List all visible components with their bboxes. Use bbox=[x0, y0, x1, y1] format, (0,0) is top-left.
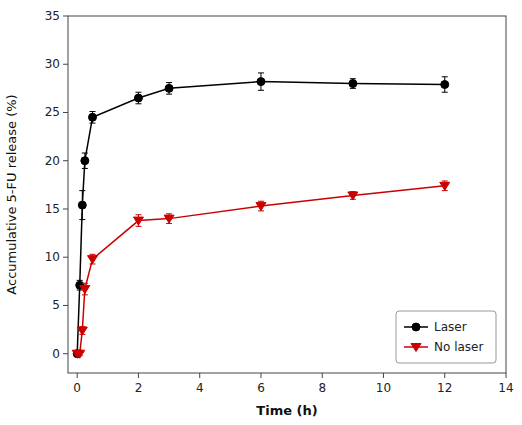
error-cap bbox=[82, 153, 88, 154]
y-tick-label: 5 bbox=[52, 298, 60, 312]
x-tick bbox=[138, 373, 139, 378]
y-tick bbox=[63, 257, 68, 258]
point bbox=[440, 182, 450, 190]
error-cap bbox=[258, 72, 264, 73]
y-tick bbox=[63, 16, 68, 17]
error-cap bbox=[166, 213, 172, 214]
legend-label: Laser bbox=[434, 320, 467, 334]
point bbox=[441, 81, 449, 89]
point bbox=[78, 201, 86, 209]
error-cap bbox=[258, 201, 264, 202]
x-tick bbox=[444, 373, 445, 378]
point bbox=[88, 256, 98, 264]
error-cap bbox=[135, 214, 141, 215]
error-bar bbox=[442, 77, 448, 92]
error-bar bbox=[258, 73, 264, 90]
error-bar bbox=[79, 191, 85, 220]
y-tick-label: 15 bbox=[45, 202, 60, 216]
series-line bbox=[77, 186, 445, 354]
series-line bbox=[77, 82, 445, 354]
point bbox=[133, 217, 143, 225]
error-bar bbox=[135, 92, 141, 104]
error-cap bbox=[90, 123, 96, 124]
error-cap bbox=[90, 254, 96, 255]
error-bar bbox=[90, 112, 96, 124]
error-cap bbox=[79, 219, 85, 220]
x-tick bbox=[383, 373, 384, 378]
y-tick bbox=[63, 208, 68, 209]
point bbox=[81, 157, 89, 165]
error-cap bbox=[442, 180, 448, 181]
point bbox=[164, 215, 174, 223]
error-bar bbox=[82, 153, 88, 168]
error-cap bbox=[82, 283, 88, 284]
y-tick bbox=[63, 160, 68, 161]
chart: 0 2 4 6 8 10 12 14 0 5 10 15 20 25 30 35 Time (h) Accumul… bbox=[0, 0, 522, 425]
error-cap bbox=[258, 90, 264, 91]
plot-frame bbox=[68, 16, 506, 373]
point bbox=[349, 80, 357, 88]
x-tick-label: 4 bbox=[196, 381, 204, 395]
y-tick bbox=[63, 64, 68, 65]
y-tick bbox=[63, 305, 68, 306]
x-tick bbox=[77, 373, 78, 378]
point bbox=[89, 113, 97, 121]
point bbox=[257, 78, 265, 86]
error-cap bbox=[90, 111, 96, 112]
plot-area bbox=[72, 73, 450, 358]
y-axis-label: Accumulative 5-FU release (%) bbox=[4, 94, 19, 294]
point bbox=[75, 350, 85, 358]
x-tick-label: 0 bbox=[73, 381, 81, 395]
x-tick-label: 12 bbox=[437, 381, 452, 395]
point bbox=[256, 203, 266, 211]
y-tick-label: 25 bbox=[45, 105, 60, 119]
error-cap bbox=[79, 190, 85, 191]
error-cap bbox=[166, 82, 172, 83]
x-tick-label: 14 bbox=[498, 381, 513, 395]
x-tick-label: 2 bbox=[135, 381, 143, 395]
legend-label: No laser bbox=[434, 340, 483, 354]
legend: Laser No laser bbox=[396, 311, 496, 363]
point bbox=[77, 327, 87, 335]
legend-box bbox=[396, 311, 496, 363]
x-tick bbox=[199, 373, 200, 378]
y-tick-label: 0 bbox=[52, 347, 60, 361]
point bbox=[348, 192, 358, 200]
x-tick bbox=[506, 373, 507, 378]
x-tick bbox=[322, 373, 323, 378]
x-axis-label: Time (h) bbox=[256, 403, 317, 418]
point bbox=[134, 94, 142, 102]
y-tick bbox=[63, 112, 68, 113]
error-bar bbox=[350, 79, 356, 89]
error-cap bbox=[135, 103, 141, 104]
point bbox=[80, 286, 90, 294]
x-tick-label: 8 bbox=[318, 381, 326, 395]
error-bar bbox=[166, 83, 172, 95]
y-tick-label: 20 bbox=[45, 154, 60, 168]
error-cap bbox=[442, 92, 448, 93]
error-cap bbox=[166, 94, 172, 95]
x-tick bbox=[260, 373, 261, 378]
legend-marker bbox=[411, 344, 421, 352]
x-tick-label: 10 bbox=[376, 381, 391, 395]
y-tick-label: 35 bbox=[45, 9, 60, 23]
y-tick bbox=[63, 353, 68, 354]
point bbox=[165, 84, 173, 92]
legend-marker bbox=[412, 323, 420, 331]
error-cap bbox=[135, 92, 141, 93]
error-cap bbox=[82, 168, 88, 169]
y-tick-label: 10 bbox=[45, 250, 60, 264]
y-tick-label: 30 bbox=[45, 57, 60, 71]
series bbox=[73, 73, 449, 358]
error-cap bbox=[442, 76, 448, 77]
x-tick-label: 6 bbox=[257, 381, 265, 395]
series bbox=[72, 181, 450, 358]
